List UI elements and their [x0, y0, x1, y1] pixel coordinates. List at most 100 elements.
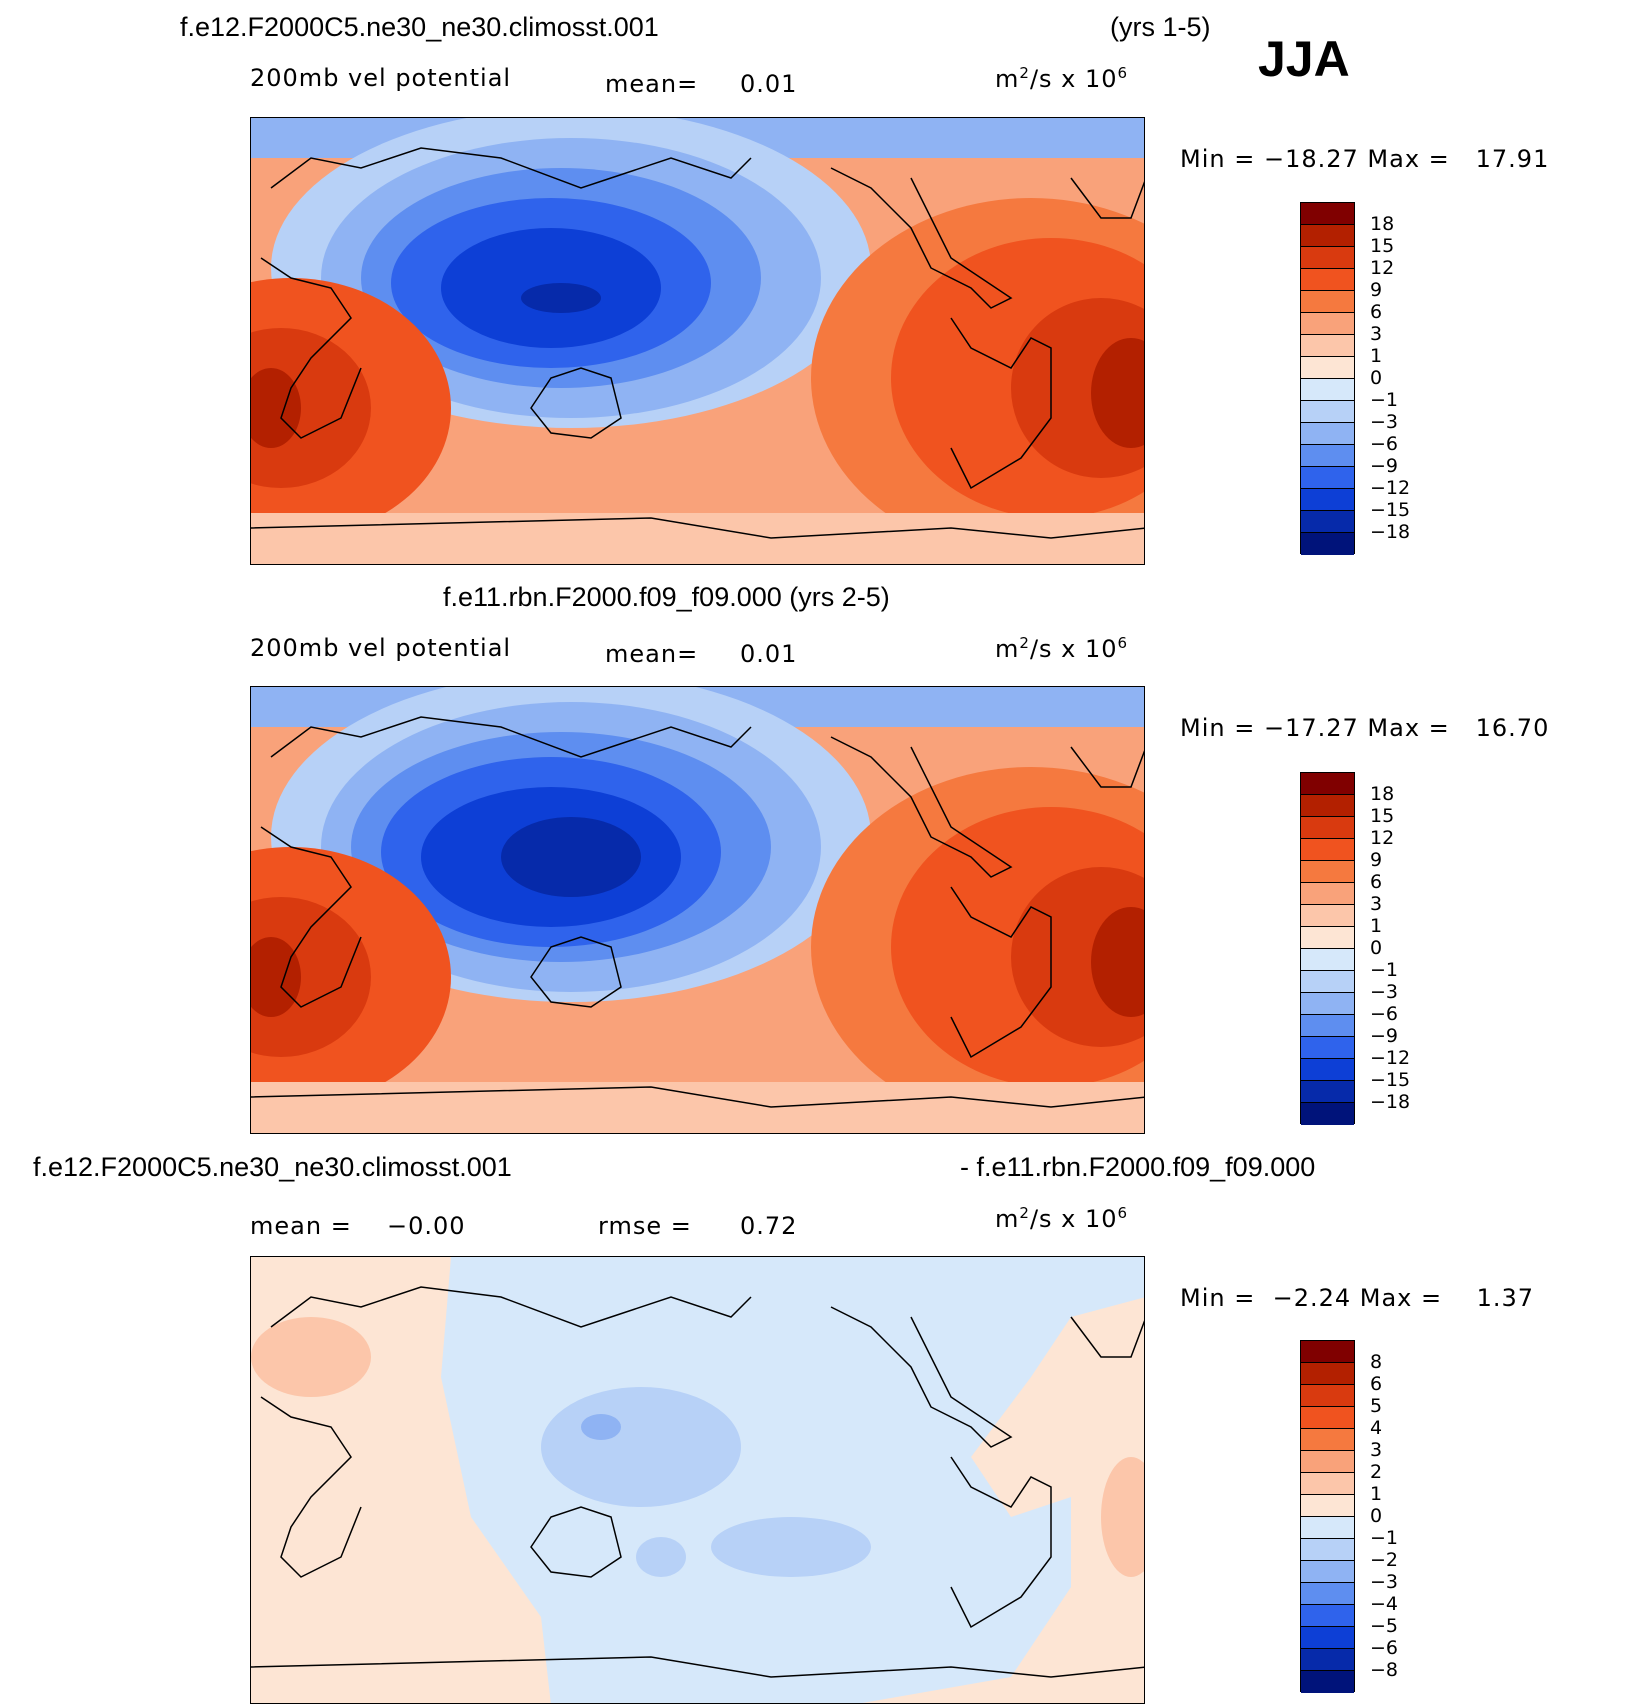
- colorbar-label: 5: [1370, 1395, 1383, 1417]
- colorbar-label: 1: [1370, 915, 1383, 937]
- colorbar-swatch: [1301, 1495, 1354, 1517]
- colorbar-swatch: [1301, 357, 1354, 379]
- colorbar-swatch: [1301, 1451, 1354, 1473]
- colorbar-label: 8: [1370, 1351, 1383, 1373]
- panel2-colorbar: [1300, 772, 1355, 1125]
- panel3-mean-label: mean =: [250, 1212, 352, 1240]
- colorbar-swatch: [1301, 795, 1354, 817]
- colorbar-swatch: [1301, 1671, 1354, 1693]
- colorbar-swatch: [1301, 1059, 1354, 1081]
- colorbar-label: 12: [1370, 257, 1395, 279]
- colorbar-swatch: [1301, 971, 1354, 993]
- panel2-mean-value: 0.01: [740, 640, 798, 668]
- colorbar-label: 1: [1370, 345, 1383, 367]
- colorbar-swatch: [1301, 1385, 1354, 1407]
- season-label: JJA: [1258, 31, 1350, 87]
- colorbar-swatch: [1301, 1627, 1354, 1649]
- panel2-minmax: Min = −17.27 Max = 16.70: [1180, 714, 1550, 742]
- colorbar-swatch: [1301, 1605, 1354, 1627]
- colorbar-swatch: [1301, 225, 1354, 247]
- colorbar-swatch: [1301, 1407, 1354, 1429]
- panel3-map: [250, 1256, 1145, 1704]
- panel3-colorbar: [1300, 1340, 1355, 1693]
- colorbar-swatch: [1301, 1103, 1354, 1125]
- colorbar-label: 6: [1370, 1373, 1383, 1395]
- colorbar-label: 2: [1370, 1461, 1383, 1483]
- colorbar-label: 6: [1370, 301, 1383, 323]
- panel3-case-subtracted: - f.e11.rbn.F2000.f09_f09.000: [960, 1152, 1316, 1182]
- colorbar-label: 15: [1370, 805, 1395, 827]
- colorbar-swatch: [1301, 905, 1354, 927]
- panel3-mean-value: −0.00: [387, 1212, 466, 1240]
- colorbar-swatch: [1301, 269, 1354, 291]
- panel2-case-title: f.e11.rbn.F2000.f09_f09.000 (yrs 2-5): [443, 582, 890, 612]
- panel3-minmax: Min = −2.24 Max = 1.37: [1180, 1284, 1535, 1312]
- colorbar-swatch: [1301, 467, 1354, 489]
- colorbar-swatch: [1301, 511, 1354, 533]
- panel2-mean-label: mean=: [605, 640, 699, 668]
- panel3-rmse-value: 0.72: [740, 1212, 798, 1240]
- panel2-units: m2/s x 106: [995, 634, 1129, 663]
- colorbar-label: 18: [1370, 213, 1395, 235]
- panel1-mean-value: 0.01: [740, 70, 798, 98]
- colorbar-label: 15: [1370, 235, 1395, 257]
- colorbar-swatch: [1301, 313, 1354, 335]
- colorbar-swatch: [1301, 1583, 1354, 1605]
- colorbar-swatch: [1301, 883, 1354, 905]
- colorbar-label: −1: [1370, 389, 1399, 411]
- colorbar-label: −6: [1370, 1637, 1399, 1659]
- colorbar-label: 4: [1370, 1417, 1383, 1439]
- panel3-rmse-label: rmse =: [598, 1212, 692, 1240]
- colorbar-swatch: [1301, 1429, 1354, 1451]
- colorbar-label: 18: [1370, 783, 1395, 805]
- colorbar-label: 0: [1370, 937, 1383, 959]
- colorbar-label: −12: [1370, 1047, 1411, 1069]
- colorbar-label: −1: [1370, 959, 1399, 981]
- colorbar-label: −3: [1370, 1571, 1399, 1593]
- panel1-map: [250, 117, 1145, 565]
- panel1-variable: 200mb vel potential: [250, 64, 512, 92]
- colorbar-swatch: [1301, 1037, 1354, 1059]
- panel1-minmax: Min = −18.27 Max = 17.91: [1180, 145, 1550, 173]
- colorbar-label: −9: [1370, 455, 1399, 477]
- colorbar-swatch: [1301, 1561, 1354, 1583]
- panel1-units: m2/s x 106: [995, 64, 1129, 93]
- colorbar-label: −5: [1370, 1615, 1399, 1637]
- colorbar-swatch: [1301, 203, 1354, 225]
- colorbar-swatch: [1301, 379, 1354, 401]
- colorbar-swatch: [1301, 817, 1354, 839]
- colorbar-label: 1: [1370, 1483, 1383, 1505]
- colorbar-label: −4: [1370, 1593, 1399, 1615]
- colorbar-swatch: [1301, 1517, 1354, 1539]
- colorbar-swatch: [1301, 839, 1354, 861]
- panel1-colorbar: [1300, 202, 1355, 555]
- colorbar-label: −18: [1370, 1091, 1411, 1113]
- colorbar-label: 12: [1370, 827, 1395, 849]
- colorbar-swatch: [1301, 993, 1354, 1015]
- colorbar-label: −15: [1370, 499, 1411, 521]
- colorbar-swatch: [1301, 401, 1354, 423]
- colorbar-swatch: [1301, 1649, 1354, 1671]
- panel3-units: m2/s x 106: [995, 1204, 1129, 1233]
- colorbar-label: −6: [1370, 1003, 1399, 1025]
- colorbar-swatch: [1301, 861, 1354, 883]
- panel2-map: [250, 686, 1145, 1134]
- colorbar-label: 0: [1370, 367, 1383, 389]
- colorbar-swatch: [1301, 1015, 1354, 1037]
- colorbar-label: 3: [1370, 1439, 1383, 1461]
- colorbar-swatch: [1301, 1081, 1354, 1103]
- colorbar-label: −2: [1370, 1549, 1399, 1571]
- colorbar-label: −9: [1370, 1025, 1399, 1047]
- colorbar-swatch: [1301, 927, 1354, 949]
- colorbar-label: −6: [1370, 433, 1399, 455]
- colorbar-swatch: [1301, 1539, 1354, 1561]
- colorbar-label: 9: [1370, 849, 1383, 871]
- colorbar-swatch: [1301, 533, 1354, 555]
- colorbar-label: 3: [1370, 893, 1383, 915]
- panel1-mean-label: mean=: [605, 70, 699, 98]
- colorbar-label: 3: [1370, 323, 1383, 345]
- colorbar-label: −1: [1370, 1527, 1399, 1549]
- colorbar-label: −12: [1370, 477, 1411, 499]
- colorbar-swatch: [1301, 489, 1354, 511]
- colorbar-label: −15: [1370, 1069, 1411, 1091]
